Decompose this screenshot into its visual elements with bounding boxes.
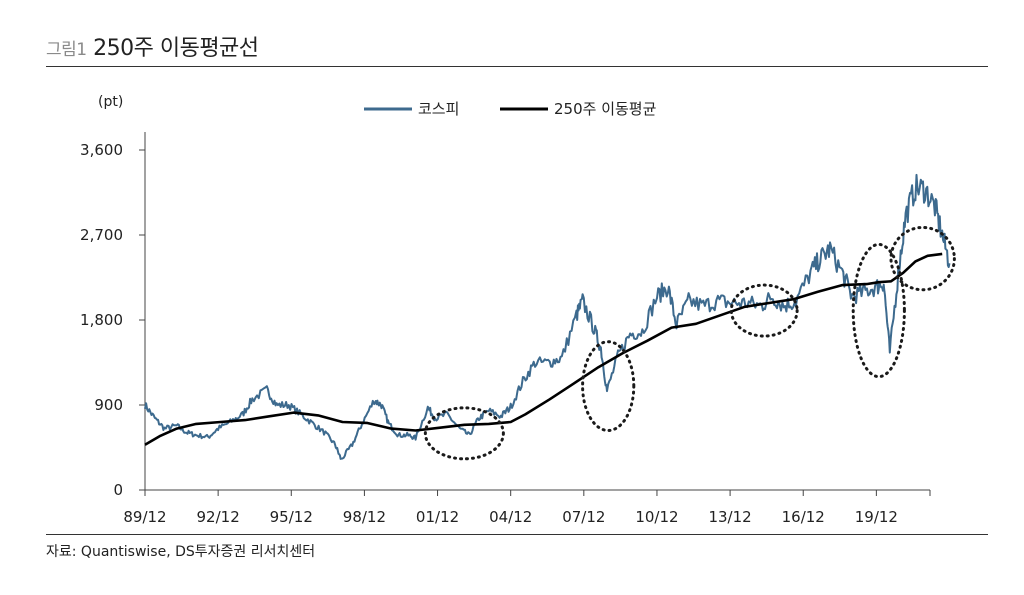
y-tick-label: 2,700 bbox=[80, 226, 123, 244]
dotted-circle-annotation bbox=[889, 225, 956, 292]
y-tick-label: 1,800 bbox=[80, 311, 123, 329]
dotted-circle-annotation bbox=[581, 340, 636, 433]
x-tick-label: 98/12 bbox=[343, 508, 386, 526]
dotted-circle-annotation bbox=[423, 406, 505, 461]
title-rule bbox=[46, 66, 988, 67]
y-tick-label: 900 bbox=[94, 396, 123, 414]
dotted-circle-annotation bbox=[851, 242, 906, 379]
ma250-line bbox=[144, 252, 943, 446]
x-tick-label: 16/12 bbox=[782, 508, 825, 526]
series-layer bbox=[144, 173, 951, 460]
figure-title: 그림1 250주 이동평균선 bbox=[46, 30, 259, 62]
x-tick-label: 95/12 bbox=[270, 508, 313, 526]
x-tick-label: 04/12 bbox=[489, 508, 532, 526]
y-tick-label: 0 bbox=[113, 481, 123, 499]
kospi-line bbox=[144, 173, 951, 460]
source-rule bbox=[46, 534, 988, 535]
source-note: 자료: Quantiswise, DS투자증권 리서치센터 bbox=[46, 544, 316, 560]
x-axis: 89/12 92/12 95/12 98/12 01/12 04/12 07/12 10/12… bbox=[123, 489, 931, 526]
x-tick-label: 10/12 bbox=[635, 508, 678, 526]
figure-number: 그림1 bbox=[46, 40, 87, 60]
legend-kospi-label: 코스피 bbox=[418, 100, 459, 118]
x-tick-label: 07/12 bbox=[562, 508, 605, 526]
y-unit-label: (pt) bbox=[98, 94, 123, 110]
annotation-layer bbox=[423, 225, 956, 461]
x-tick-label: 01/12 bbox=[416, 508, 459, 526]
x-tick-label: 13/12 bbox=[708, 508, 751, 526]
y-axis: 0 900 1,800 2,700 3,600 bbox=[80, 132, 146, 499]
legend-ma-label: 250주 이동평균 bbox=[554, 100, 657, 118]
x-tick-label: 89/12 bbox=[123, 508, 166, 526]
legend: 코스피 250주 이동평균 bbox=[364, 100, 657, 118]
x-tick-label: 92/12 bbox=[197, 508, 240, 526]
y-tick-label: 3,600 bbox=[80, 141, 123, 159]
dotted-circle-annotation bbox=[729, 283, 799, 338]
figure-name: 250주 이동평균선 bbox=[93, 36, 259, 61]
x-tick-label: 19/12 bbox=[855, 508, 898, 526]
